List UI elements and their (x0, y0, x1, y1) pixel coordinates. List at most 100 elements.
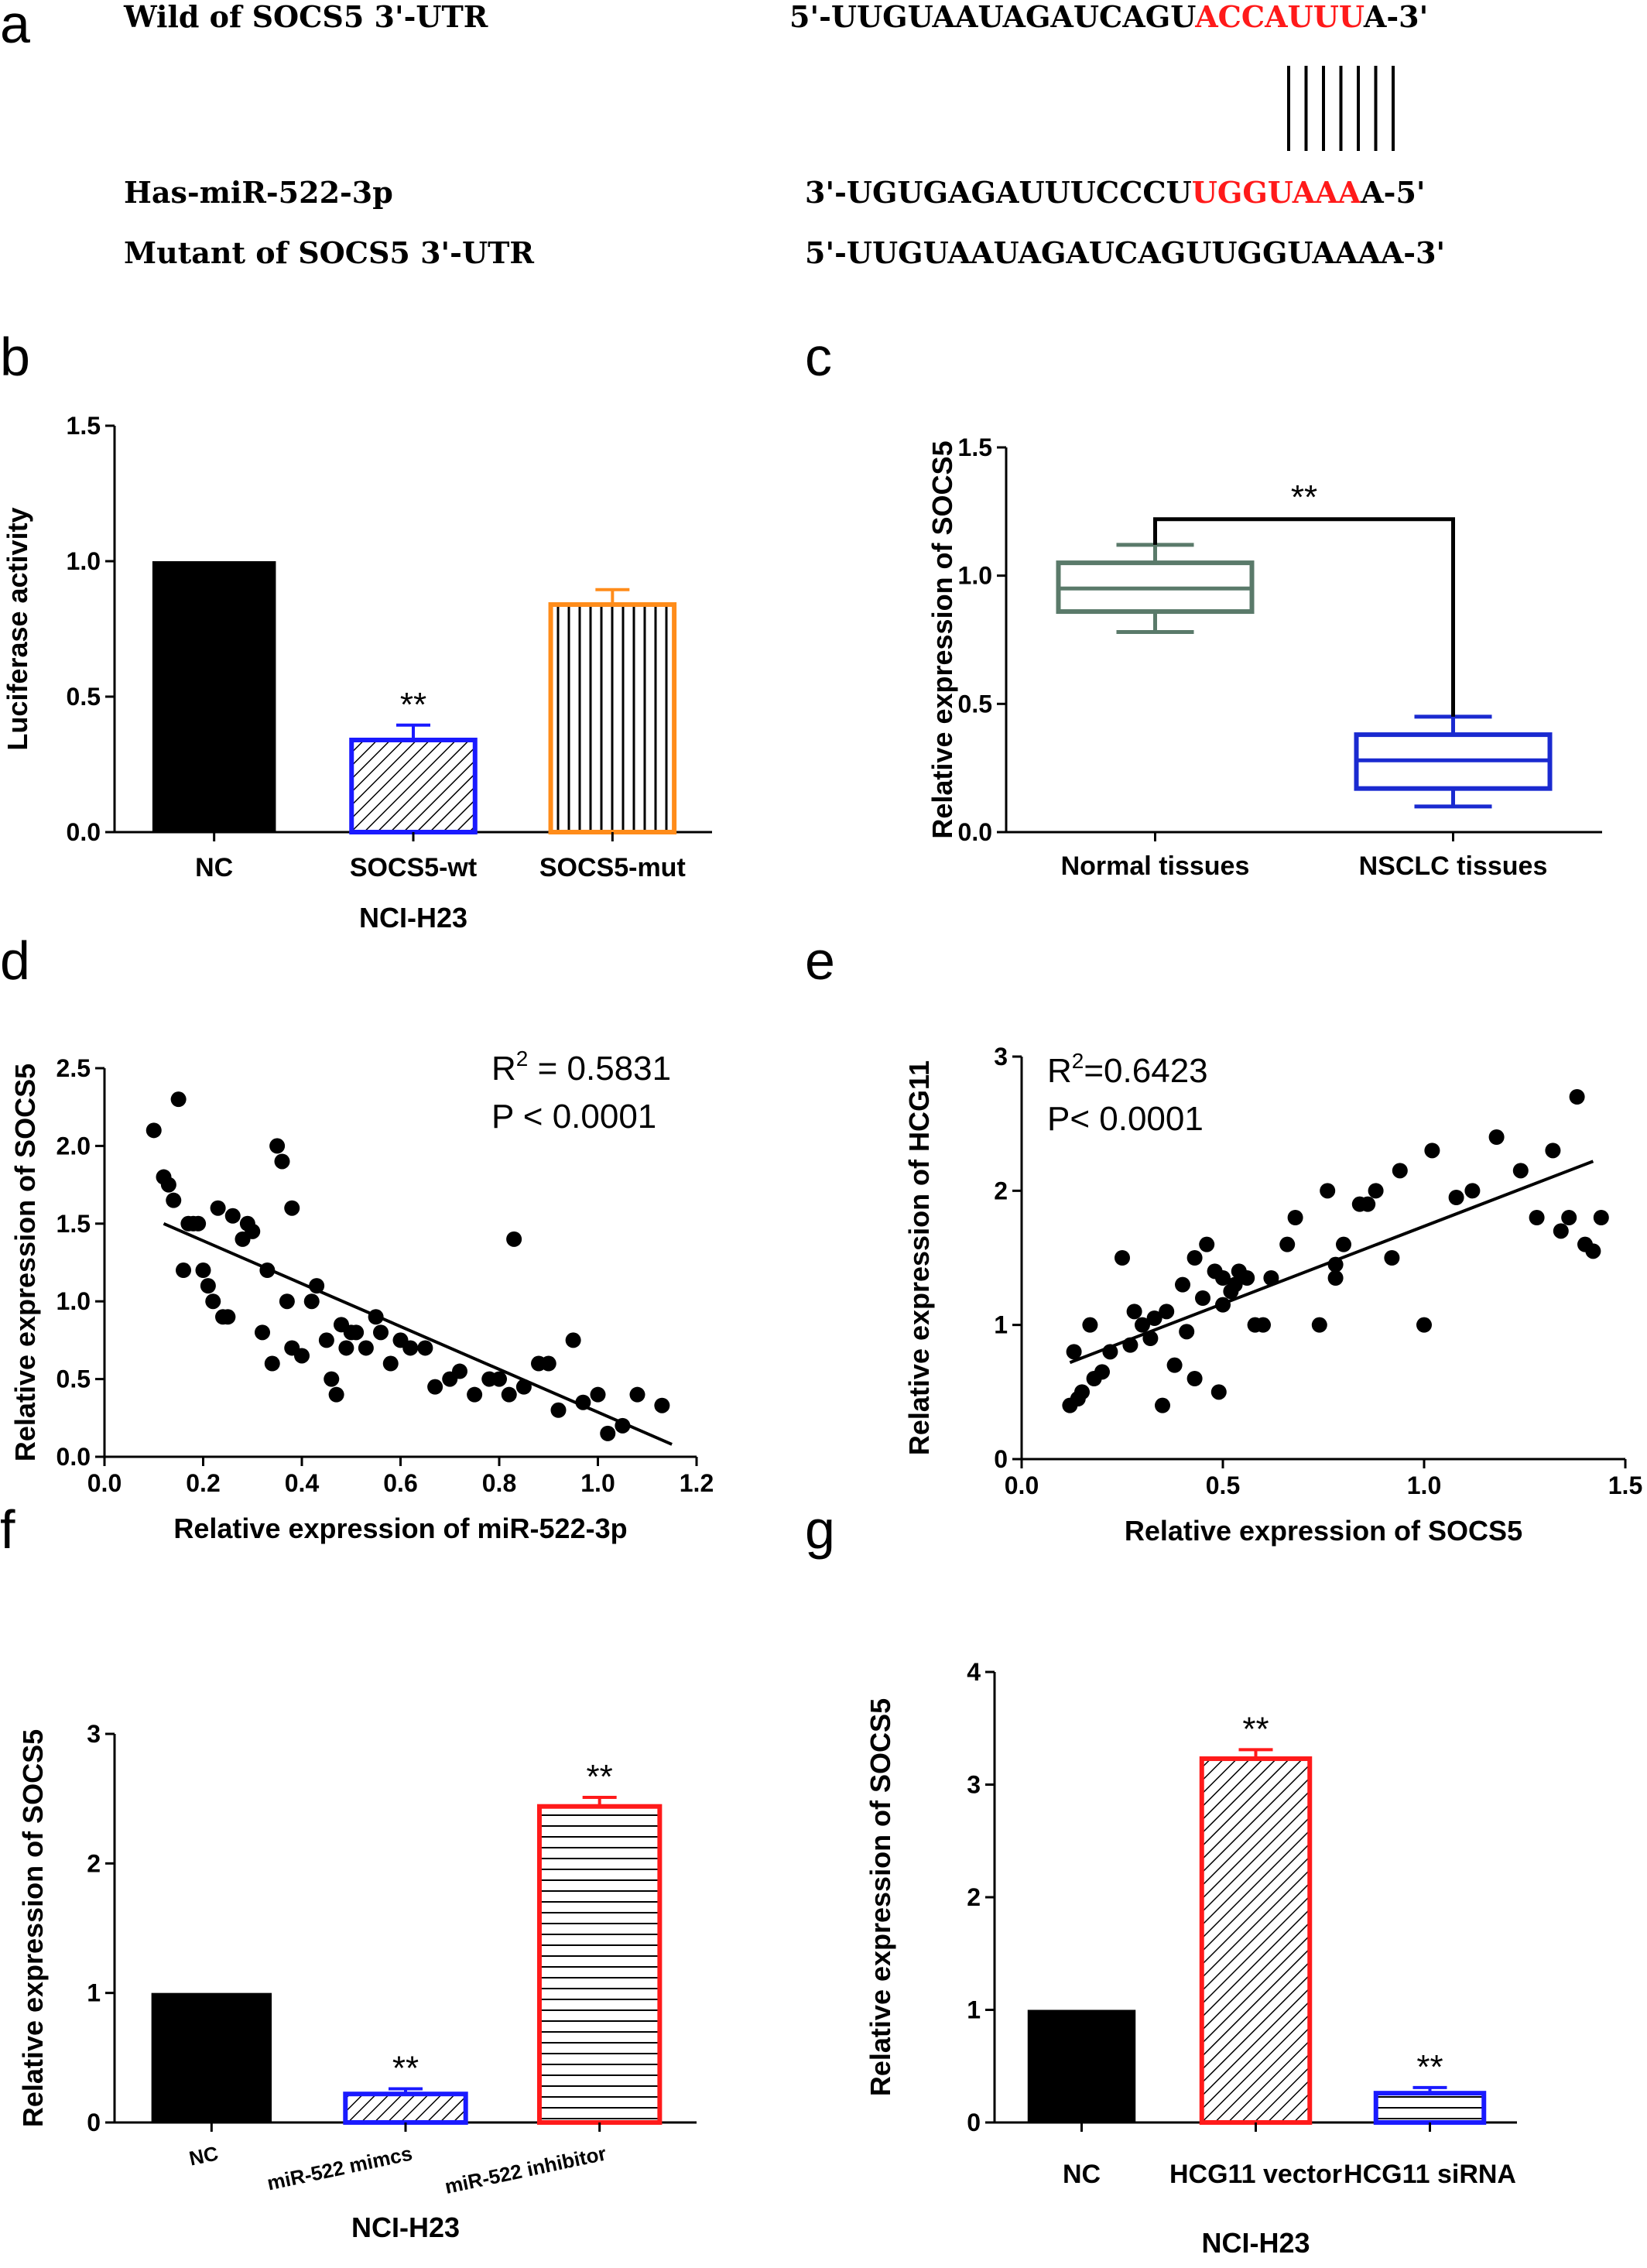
wild-seq-black: 5'-UUGUAAUAGAUCAGU (789, 0, 1196, 34)
data-point (146, 1122, 162, 1139)
data-point (1066, 1344, 1082, 1360)
y-tick-label: 2 (87, 1849, 101, 1877)
panel-label-b: b (0, 327, 30, 387)
bar (1199, 1756, 1313, 2125)
data-point (190, 1215, 207, 1232)
data-point (224, 1208, 241, 1224)
data-point (338, 1340, 354, 1356)
data-point (590, 1386, 606, 1403)
data-point (1561, 1210, 1577, 1225)
y-tick-label: 0 (967, 2109, 981, 2136)
data-point (1175, 1276, 1190, 1293)
data-point (294, 1348, 310, 1364)
x-tick-label: 1.5 (1608, 1471, 1642, 1499)
base-pair-lines (1287, 66, 1395, 151)
data-point (1448, 1190, 1464, 1205)
y-tick-label: 4 (967, 1658, 981, 1686)
panel-a: a Wild of SOCS5 3'-UTR 5'-UUGUAAUAGAUCAG… (0, 0, 1445, 270)
y-tick-label: 1.0 (958, 562, 992, 590)
y-tick-label: 1.5 (958, 433, 992, 461)
data-point (1593, 1210, 1609, 1225)
significance-marker: ** (392, 2049, 419, 2087)
wild-seq-end: A-3' (1363, 0, 1428, 34)
data-point (279, 1293, 295, 1310)
panel-label-e: e (805, 930, 835, 991)
data-point (417, 1340, 433, 1356)
data-point (1416, 1317, 1432, 1333)
data-point (220, 1309, 236, 1325)
x-category-label: HCG11 siRNA (1344, 2160, 1516, 2189)
y-axis-label: Luciferase activity (2, 507, 33, 750)
x-tick-label: 0.0 (1005, 1471, 1039, 1499)
data-point (1186, 1250, 1203, 1266)
data-point (1215, 1270, 1231, 1286)
y-tick-label: 2.0 (56, 1132, 91, 1160)
x-tick-label: 0.4 (285, 1469, 320, 1497)
y-tick-label: 3 (967, 1771, 981, 1799)
data-point (1336, 1236, 1351, 1252)
x-category-label: HCG11 vector (1169, 2160, 1342, 2189)
data-point (358, 1340, 374, 1356)
r-squared-superscript: 2 (1072, 1049, 1084, 1073)
significance-marker: ** (400, 686, 426, 724)
y-tick-label: 1.5 (67, 412, 101, 440)
data-point (1384, 1250, 1400, 1266)
data-point (1569, 1089, 1585, 1105)
chart-socs5-boxplot: 0.0 0.5 1.0 1.5 Normal tissues NSCLC tissues *… (926, 433, 1602, 881)
data-point (1115, 1250, 1130, 1266)
y-tick-label: 0.5 (958, 690, 992, 718)
r-squared-prefix: R (1047, 1052, 1072, 1090)
data-point (264, 1355, 280, 1372)
bar (349, 738, 478, 834)
data-point (1146, 1310, 1162, 1326)
r-squared-prefix: R (491, 1050, 516, 1088)
r-squared-value: =0.6423 (1084, 1052, 1207, 1090)
data-point (506, 1231, 522, 1247)
data-point (348, 1324, 365, 1341)
data-point (629, 1386, 645, 1403)
y-tick-label: 0.5 (56, 1365, 91, 1393)
chart-luciferase-activity: 0.0 0.5 1.0 1.5 NC ** SOCS5-wt SOCS5-mut Lucifer… (2, 412, 712, 934)
data-point (565, 1332, 581, 1348)
data-point (1126, 1304, 1142, 1320)
data-point (1311, 1317, 1327, 1333)
y-tick-label: 2.5 (56, 1054, 91, 1082)
data-point (467, 1386, 483, 1403)
data-point (1155, 1397, 1170, 1413)
x-category-label: miR-522 mimcs (265, 2142, 414, 2195)
data-point (1082, 1317, 1098, 1333)
significance-marker: ** (587, 1758, 613, 1796)
data-point (1545, 1143, 1561, 1159)
data-point (176, 1262, 191, 1279)
wild-seq-seed: ACCAUUU (1194, 0, 1365, 34)
bar (151, 1992, 272, 2122)
mir-seq-seed: UGGUAAA (1192, 175, 1361, 210)
mutant-utr-sequence: 5'-UUGUAAUAGAUCAGUUGGUAAAA-3' (805, 235, 1445, 270)
x-tick-label: 1.2 (680, 1469, 714, 1497)
panel-label-c: c (805, 327, 832, 387)
wild-utr-sequence: 5'-UUGUAAUAGAUCAGUACCAUUUA-3' (789, 0, 1428, 34)
mir-label: Has-miR-522-3p (124, 175, 393, 210)
bar (1373, 2091, 1487, 2125)
x-category-label: NC (195, 853, 233, 882)
r-squared-value: = 0.5831 (528, 1050, 671, 1088)
data-point (1263, 1270, 1279, 1286)
data-point (1199, 1236, 1215, 1252)
bar (343, 2092, 468, 2126)
data-point (274, 1153, 290, 1170)
data-point (382, 1355, 399, 1372)
data-point (427, 1379, 443, 1395)
x-axis-label: Relative expression of SOCS5 (1125, 1515, 1522, 1547)
data-point (318, 1332, 334, 1348)
data-point (550, 1402, 567, 1418)
bar (152, 561, 276, 832)
data-point (600, 1425, 616, 1441)
p-value-label: P< 0.0001 (1047, 1100, 1204, 1138)
data-point (269, 1138, 286, 1154)
data-point (452, 1363, 467, 1379)
data-point (1074, 1384, 1090, 1400)
data-point (654, 1397, 670, 1413)
data-point (491, 1371, 507, 1387)
